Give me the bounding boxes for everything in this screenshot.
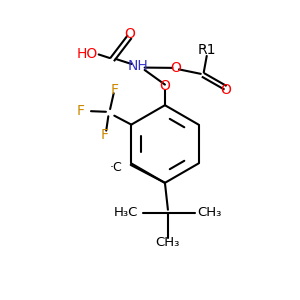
Text: H₃C: H₃C [114, 206, 138, 219]
Text: F: F [100, 128, 108, 142]
Text: O: O [170, 61, 181, 75]
Text: ·C: ·C [110, 161, 122, 174]
Text: F: F [110, 83, 118, 97]
Text: O: O [160, 80, 170, 93]
Text: CH₃: CH₃ [156, 236, 180, 249]
Text: R1: R1 [197, 43, 216, 57]
Text: HO: HO [77, 47, 98, 61]
Text: CH₃: CH₃ [197, 206, 222, 219]
Text: F: F [76, 104, 85, 118]
Text: O: O [124, 27, 135, 41]
Text: NH: NH [128, 59, 148, 74]
Text: O: O [220, 83, 231, 97]
